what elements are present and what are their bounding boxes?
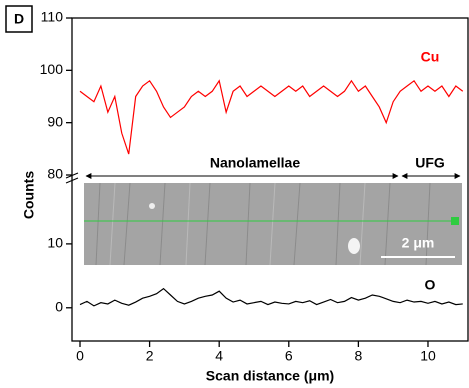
- region-label: Nanolamellae: [210, 155, 300, 171]
- x-tick-label: 2: [146, 348, 154, 364]
- x-tick-label: 4: [215, 348, 223, 364]
- data-line: [80, 289, 463, 306]
- panel-label: D: [14, 11, 24, 27]
- region-label: UFG: [415, 155, 445, 171]
- x-tick-label: 0: [76, 348, 84, 364]
- y-axis-label: Counts: [21, 171, 37, 219]
- y-tick-label: 10: [47, 235, 63, 251]
- x-axis-label: Scan distance (μm): [206, 368, 334, 384]
- data-line: [80, 81, 463, 154]
- scale-bar-label: 2 μm: [402, 235, 435, 251]
- y-tick-label: 110: [41, 9, 64, 25]
- series-label: Cu: [421, 49, 440, 65]
- x-tick-label: 10: [420, 348, 436, 364]
- plot-frame: [72, 18, 468, 341]
- x-tick-label: 6: [285, 348, 293, 364]
- y-tick-label: 0: [55, 298, 63, 314]
- x-tick-label: 8: [354, 348, 362, 364]
- y-tick-label: 80: [47, 166, 63, 182]
- series-label: O: [425, 277, 436, 293]
- page: D 2 μm Nanolamellae UFG Counts Scan dist…: [0, 0, 469, 388]
- y-tick-label: 90: [47, 113, 63, 129]
- y-tick-label: 100: [40, 61, 64, 77]
- chart: D 2 μm Nanolamellae UFG Counts Scan dist…: [0, 0, 469, 388]
- micrograph: [84, 183, 462, 265]
